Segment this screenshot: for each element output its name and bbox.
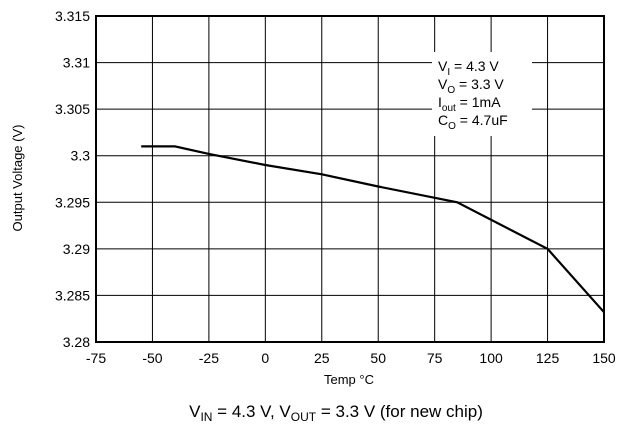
x-tick-label: -25	[199, 350, 219, 366]
condition-value: = 1mA	[456, 94, 501, 110]
plot-frame	[95, 15, 605, 343]
caption-v1-sub: IN	[200, 410, 212, 424]
caption-v1-rest: = 4.3 V,	[212, 402, 279, 421]
condition-symbol: V	[438, 76, 448, 92]
x-tick-label: 50	[370, 350, 386, 366]
condition-value: = 4.3 V	[450, 58, 499, 74]
y-tick-label: 3.3	[71, 148, 91, 164]
x-tick-label: 75	[427, 350, 443, 366]
y-tick-label: 3.285	[55, 287, 90, 303]
caption-v2: V	[279, 402, 291, 421]
y-tick-label: 3.295	[55, 194, 90, 210]
condition-subscript: I	[447, 67, 450, 78]
x-tick-label: 0	[261, 350, 269, 366]
series-line	[141, 145, 605, 313]
condition-value: = 4.7uF	[456, 112, 508, 128]
x-tick-label: 150	[592, 350, 616, 366]
x-tick-label: -50	[142, 350, 162, 366]
y-tick-labels: 3.28 3.285 3.29 3.295 3.3 3.305 3.31 3.315	[55, 8, 90, 350]
y-axis-label: Output Voltage (V)	[10, 125, 25, 232]
caption-v1: V	[189, 402, 201, 421]
x-tick-label: 125	[536, 350, 560, 366]
condition-subscript: O	[447, 85, 455, 96]
y-tick-label: 3.29	[63, 241, 90, 257]
y-tick-label: 3.31	[63, 55, 90, 71]
condition-line: Iout = 1mA	[438, 94, 501, 114]
condition-symbol: I	[438, 94, 442, 110]
condition-subscript: O	[448, 121, 456, 132]
condition-line: VO = 3.3 V	[438, 76, 504, 96]
condition-line: CO = 4.7uF	[438, 112, 508, 132]
x-tick-labels: -75 -50 -25 0 25 50 75 100 125 150	[86, 350, 616, 366]
x-axis-label: Temp °C	[324, 372, 374, 387]
y-tick-label: 3.305	[55, 101, 90, 117]
condition-symbol: C	[438, 112, 448, 128]
condition-symbol: V	[438, 58, 448, 74]
condition-subscript: out	[442, 103, 456, 114]
series	[141, 145, 605, 313]
chart-caption: VIN = 4.3 V, VOUT = 3.3 V (for new chip)	[189, 402, 483, 424]
y-tick-label: 3.28	[63, 334, 90, 350]
caption-v2-sub: OUT	[291, 410, 317, 424]
condition-value: = 3.3 V	[455, 76, 504, 92]
y-tick-label: 3.315	[55, 8, 90, 24]
x-tick-label: 25	[314, 350, 330, 366]
x-tick-label: -75	[86, 350, 106, 366]
caption-v2-rest: = 3.3 V (for new chip)	[316, 402, 483, 421]
x-tick-label: 100	[479, 350, 503, 366]
conditions-box-bg	[432, 52, 532, 136]
condition-line: VI = 4.3 V	[438, 58, 499, 78]
